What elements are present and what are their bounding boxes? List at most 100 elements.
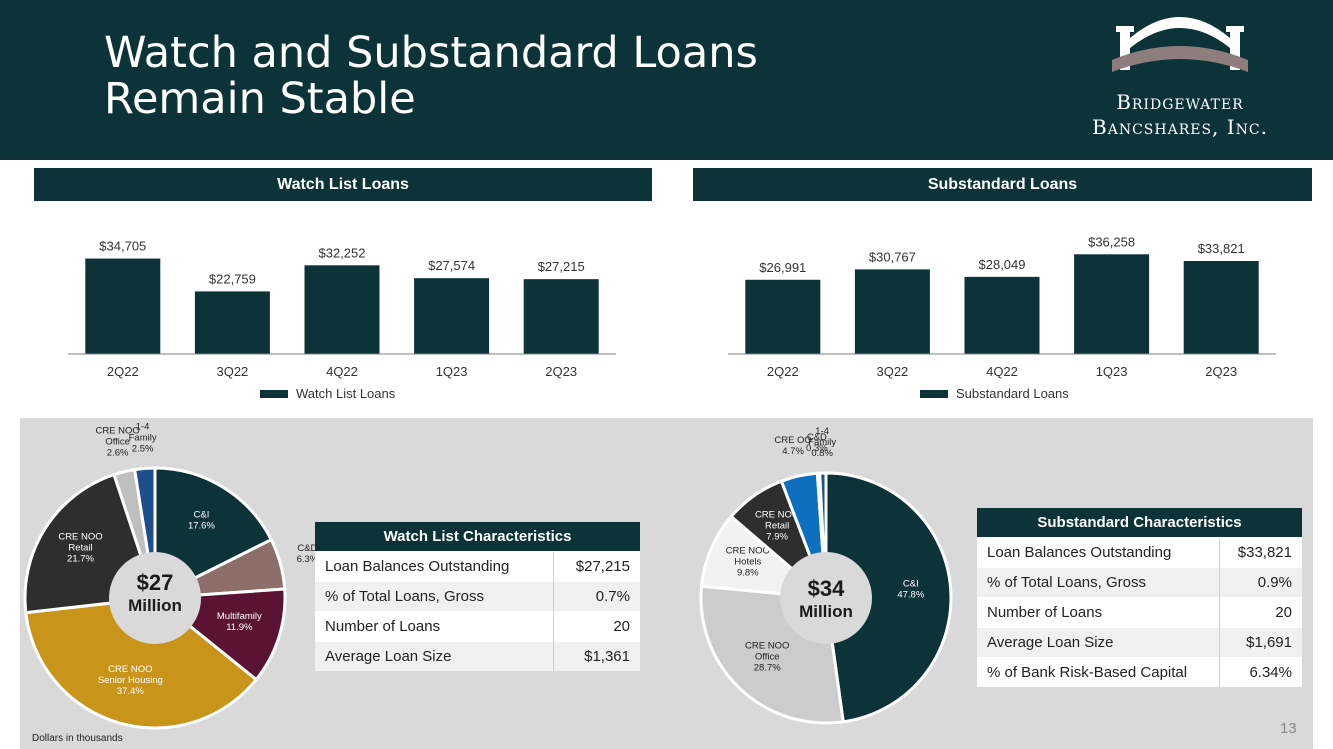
bar-data-label: $28,049 [979, 257, 1026, 272]
page-title: Watch and Substandard Loans Remain Stabl… [104, 30, 758, 122]
pie-center-unit: Million [128, 596, 182, 615]
bar-2Q22 [85, 258, 161, 354]
x-tick-label: 3Q22 [876, 364, 908, 379]
header-band: Watch and Substandard Loans Remain Stabl… [0, 0, 1333, 160]
pie-slice-label: CRE NOO Senior Housing 37.4% [98, 664, 163, 697]
row-label: Number of Loans [977, 596, 1220, 627]
bridge-arch-icon [1112, 17, 1248, 72]
substandard-pie-chart: C&I 47.8% CRE NOO Office 28.7% CRE NOO Hotels 9… [699, 426, 953, 725]
bar-1Q23 [1074, 254, 1150, 354]
row-label: % of Bank Risk-Based Capital [977, 656, 1220, 687]
bar-data-label: $32,252 [319, 245, 366, 260]
table-row: Number of Loans 20 [977, 596, 1302, 627]
x-tick-label: 1Q23 [1096, 364, 1128, 379]
pie-center-hole [780, 552, 872, 644]
logo-line-1: Bridgewater [1116, 90, 1244, 114]
row-value: $1,691 [1219, 626, 1302, 657]
row-label: Loan Balances Outstanding [977, 536, 1220, 567]
watch-list-pie-chart: C&I 17.6% C&D 6.3% Multifamily 11.9% CRE NOO Se… [23, 421, 319, 730]
watch-list-characteristics-table: Watch List Characteristics Loan Balances… [315, 522, 640, 671]
pie-center-hole [109, 552, 201, 644]
bar-2Q22 [745, 279, 821, 354]
pie-slice-label: CRE NOO Office 2.6% [95, 425, 139, 458]
table-title: Watch List Characteristics [315, 522, 640, 551]
row-value: 20 [1219, 596, 1302, 627]
logo-line-2: Bancshares, Inc. [1092, 115, 1268, 139]
pie-slice-label: C&I 17.6% [188, 509, 215, 531]
pie-slice-label: 1-4 Family 2.5% [129, 421, 157, 454]
row-label: Average Loan Size [977, 626, 1220, 657]
x-tick-label: 4Q22 [326, 364, 358, 379]
page-title-line-2: Remain Stable [104, 74, 416, 124]
table-title: Substandard Characteristics [977, 508, 1302, 537]
bar-data-label: $27,215 [538, 259, 585, 274]
row-label: Average Loan Size [315, 640, 554, 671]
bar-data-label: $30,767 [869, 249, 916, 264]
x-tick-label: 3Q22 [216, 364, 248, 379]
x-tick-label: 2Q23 [545, 364, 577, 379]
watch-list-chart-title: Watch List Loans [34, 168, 652, 201]
x-tick-label: 2Q23 [1205, 364, 1237, 379]
footnote: Dollars in thousands [32, 733, 123, 744]
bridgewater-logo: Bridgewater Bancshares, Inc. [1060, 16, 1300, 141]
pie-slice-label: C&D 6.3% [297, 543, 319, 565]
x-tick-label: 2Q22 [107, 364, 139, 379]
substandard-characteristics-table: Substandard Characteristics Loan Balance… [977, 508, 1302, 687]
pie-slice [824, 471, 953, 724]
row-label: % of Total Loans, Gross [977, 566, 1220, 597]
substandard-chart-title: Substandard Loans [693, 168, 1312, 201]
pie-center-amount: $34 [807, 576, 845, 601]
legend-swatch [260, 389, 288, 398]
watch-list-bar-chart: $34,705 2Q22 $22,759 3Q22 $32,252 4Q22 $27,574… [68, 239, 616, 379]
table-row: Loan Balances Outstanding $33,821 [977, 536, 1302, 567]
row-value: 0.9% [1219, 566, 1302, 597]
bar-3Q22 [194, 291, 270, 354]
bar-4Q22 [304, 265, 380, 354]
x-tick-label: 4Q22 [986, 364, 1018, 379]
substandard-bar-chart: $26,991 2Q22 $30,767 3Q22 $28,049 4Q22 $36,258… [728, 234, 1276, 379]
row-value: $27,215 [552, 550, 640, 581]
watch-list-legend: Watch List Loans [260, 386, 395, 401]
table-row: % of Total Loans, Gross 0.9% [977, 566, 1302, 597]
bar-3Q22 [854, 269, 930, 354]
table-row: % of Bank Risk-Based Capital 6.34% [977, 656, 1302, 687]
page-number: 13 [1280, 720, 1297, 737]
pie-slice-label: Multifamily 11.9% [217, 611, 262, 633]
x-tick-label: 2Q22 [767, 364, 799, 379]
watch-list-pie-center: $27 Million [105, 570, 205, 616]
pie-slice-label: CRE NOO Retail 7.9% [755, 509, 799, 542]
bar-4Q22 [964, 276, 1040, 354]
row-value: $33,821 [1219, 536, 1302, 567]
row-value: 20 [552, 610, 640, 641]
pie-slice-label: CRE OO 4.7% [774, 435, 811, 457]
pie-slice-label: C&D 0.3% [806, 432, 828, 454]
table-row: Loan Balances Outstanding $27,215 [315, 550, 640, 581]
pie-slice-label: 1-4 Family 0.8% [808, 426, 836, 459]
pie-slice [24, 596, 259, 730]
row-label: Loan Balances Outstanding [315, 550, 554, 581]
table-row: Number of Loans 20 [315, 610, 640, 641]
table-row: Average Loan Size $1,691 [977, 626, 1302, 657]
pie-slice-label: CRE NOO Hotels 9.8% [726, 546, 770, 579]
bar-2Q23 [1183, 260, 1259, 354]
bar-data-label: $22,759 [209, 271, 256, 286]
pie-slice-label: C&I 47.8% [897, 579, 924, 601]
substandard-pie-center: $34 Million [776, 576, 876, 622]
bar-data-label: $27,574 [428, 258, 475, 273]
row-value: 0.7% [552, 580, 640, 611]
legend-label: Substandard Loans [956, 386, 1069, 401]
pie-slice-label: CRE NOO Office 28.7% [745, 640, 789, 673]
row-label: % of Total Loans, Gross [315, 580, 554, 611]
x-tick-label: 1Q23 [436, 364, 468, 379]
pie-center-unit: Million [799, 602, 853, 621]
table-row: Average Loan Size $1,361 [315, 640, 640, 671]
legend-label: Watch List Loans [296, 386, 396, 401]
row-value: $1,361 [552, 640, 640, 671]
legend-swatch [920, 389, 948, 398]
bar-data-label: $33,821 [1198, 241, 1245, 256]
bar-data-label: $36,258 [1088, 234, 1135, 249]
bar-2Q23 [523, 279, 599, 354]
logo-wordmark: Bridgewater Bancshares, Inc. [1060, 90, 1300, 140]
row-label: Number of Loans [315, 610, 554, 641]
